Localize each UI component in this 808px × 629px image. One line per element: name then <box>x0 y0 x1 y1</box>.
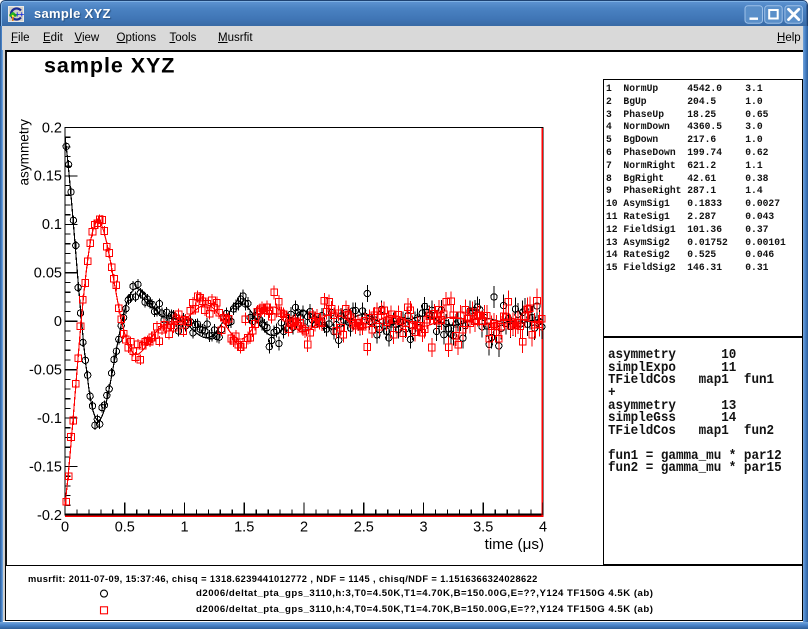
svg-text:-0.15: -0.15 <box>29 459 62 475</box>
svg-text:0.5: 0.5 <box>115 520 135 536</box>
svg-text:0: 0 <box>54 314 62 330</box>
svg-text:0.2: 0.2 <box>42 120 62 136</box>
svg-text:2: 2 <box>300 520 308 536</box>
svg-text:3.5: 3.5 <box>473 520 493 536</box>
svg-text:-0.05: -0.05 <box>29 363 62 379</box>
svg-text:asymmetry: asymmetry <box>17 119 32 186</box>
svg-text:-0.2: -0.2 <box>37 508 62 524</box>
svg-text:-0.1: -0.1 <box>37 411 62 427</box>
svg-text:0.1: 0.1 <box>42 217 62 233</box>
svg-text:1.5: 1.5 <box>234 520 254 536</box>
svg-text:sample XYZ: sample XYZ <box>44 54 175 78</box>
svg-text:0: 0 <box>61 520 69 536</box>
svg-text:0.05: 0.05 <box>34 266 62 282</box>
svg-text:0.15: 0.15 <box>34 169 62 185</box>
svg-text:4: 4 <box>539 520 547 536</box>
svg-text:3: 3 <box>419 520 427 536</box>
svg-text:++: ++ <box>15 9 24 19</box>
svg-text:2.5: 2.5 <box>354 520 374 536</box>
svg-text:time (μs): time (μs) <box>485 536 544 553</box>
svg-text:1: 1 <box>180 520 188 536</box>
